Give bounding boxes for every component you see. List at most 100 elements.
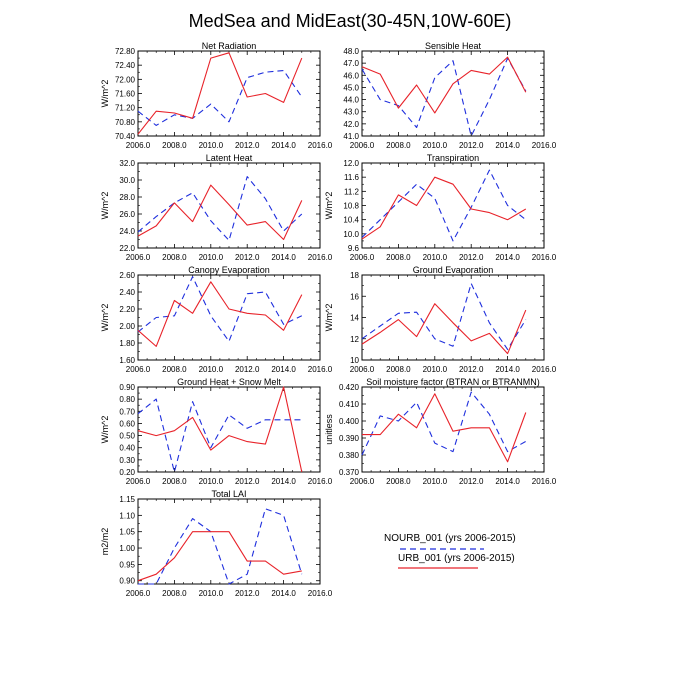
y-tick-label: 70.40 xyxy=(115,132,136,141)
y-tick-label: 22.0 xyxy=(119,244,135,253)
y-tick-label: 41.0 xyxy=(343,132,359,141)
x-tick-label: 2010.0 xyxy=(199,141,224,150)
y-axis-label: unitless xyxy=(324,414,334,445)
y-tick-label: 42.0 xyxy=(343,120,359,129)
y-tick-label: 72.00 xyxy=(115,75,136,84)
x-tick-label: 2014.0 xyxy=(495,253,520,262)
panel-title: Latent Heat xyxy=(206,153,253,163)
x-tick-label: 2016.0 xyxy=(308,477,333,486)
y-axis-label: W/m^2 xyxy=(324,192,334,220)
y-tick-label: 47.0 xyxy=(343,59,359,68)
panel-title: Canopy Evaporation xyxy=(188,265,270,275)
x-tick-label: 2016.0 xyxy=(532,141,557,150)
y-axis-label: W/m^2 xyxy=(100,304,110,332)
y-tick-label: 71.20 xyxy=(115,104,136,113)
x-tick-label: 2016.0 xyxy=(532,253,557,262)
series-line-urb-001 xyxy=(362,393,527,463)
y-tick-label: 14 xyxy=(350,314,359,323)
y-tick-label: 28.0 xyxy=(119,193,135,202)
series-line-urb-001 xyxy=(137,386,303,473)
x-tick-label: 2014.0 xyxy=(495,141,520,150)
panel-5: Canopy Evaporation W/m^2 1.60 1.80 2.00 2.20 2… xyxy=(100,265,333,374)
y-tick-label: 12 xyxy=(350,335,359,344)
y-tick-label: 71.60 xyxy=(115,90,136,99)
x-tick-label: 2012.0 xyxy=(459,365,484,374)
y-tick-label: 70.80 xyxy=(115,118,136,127)
series-line-urb-001 xyxy=(137,281,303,347)
x-tick-label: 2012.0 xyxy=(459,477,484,486)
y-tick-label: 10.4 xyxy=(343,216,359,225)
x-tick-label: 2010.0 xyxy=(199,253,224,262)
x-tick-label: 2010.0 xyxy=(199,477,224,486)
y-tick-label: 0.390 xyxy=(339,434,360,443)
x-tick-label: 2006.0 xyxy=(350,477,375,486)
y-tick-label: 10.8 xyxy=(343,202,359,211)
y-tick-label: 0.420 xyxy=(339,383,360,392)
y-tick-label: 1.15 xyxy=(119,495,135,504)
panel-7: Ground Heat + Snow Melt W/m^2 0.20 0.30 0.40… xyxy=(100,377,333,486)
y-tick-label: 10.0 xyxy=(343,230,359,239)
x-tick-label: 2008.0 xyxy=(162,477,187,486)
x-tick-label: 2014.0 xyxy=(271,589,296,598)
y-tick-label: 0.80 xyxy=(119,395,135,404)
y-tick-label: 26.0 xyxy=(119,210,135,219)
x-tick-label: 2010.0 xyxy=(199,365,224,374)
y-tick-label: 24.0 xyxy=(119,227,135,236)
y-tick-label: 10 xyxy=(350,356,359,365)
series-line-urb-001 xyxy=(361,176,527,240)
y-tick-label: 0.90 xyxy=(119,383,135,392)
y-tick-label: 32.0 xyxy=(119,159,135,168)
x-tick-label: 2012.0 xyxy=(459,141,484,150)
series-line-nourb-001 xyxy=(361,391,527,456)
figure-title: MedSea and MidEast(30-45N,10W-60E) xyxy=(189,11,512,31)
x-tick-label: 2012.0 xyxy=(235,365,260,374)
x-tick-label: 2006.0 xyxy=(350,141,375,150)
series-line-nourb-001 xyxy=(137,69,303,126)
y-tick-label: 0.95 xyxy=(119,560,135,569)
x-tick-label: 2012.0 xyxy=(235,477,260,486)
legend: NOURB_001 (yrs 2006-2015) URB_001 (yrs 2… xyxy=(384,533,516,569)
series-line-urb-001 xyxy=(137,184,303,241)
y-tick-label: 0.70 xyxy=(119,407,135,416)
y-tick-label: 18 xyxy=(350,271,359,280)
panel-title: Sensible Heat xyxy=(425,41,482,51)
x-tick-label: 2010.0 xyxy=(423,141,448,150)
y-tick-label: 11.2 xyxy=(344,187,360,196)
x-tick-label: 2006.0 xyxy=(126,365,151,374)
y-tick-label: 2.60 xyxy=(119,271,135,280)
y-tick-label: 11.6 xyxy=(344,173,360,182)
y-axis-label: m2/m2 xyxy=(100,528,110,556)
y-axis-label: W/m^2 xyxy=(100,192,110,220)
x-tick-label: 2014.0 xyxy=(271,477,296,486)
y-tick-label: 0.50 xyxy=(119,432,135,441)
y-tick-label: 44.0 xyxy=(343,96,359,105)
y-tick-label: 0.410 xyxy=(339,400,360,409)
x-tick-label: 2010.0 xyxy=(423,253,448,262)
x-tick-label: 2010.0 xyxy=(199,589,224,598)
series-line-urb-001 xyxy=(137,531,302,582)
panel-title: Net Radiation xyxy=(202,41,257,51)
panel-9: Total LAI m2/m2 0.90 0.95 1.00 1.05 1.10 1.15 20… xyxy=(100,489,333,598)
x-tick-label: 2014.0 xyxy=(271,365,296,374)
series-line-nourb-001 xyxy=(137,276,303,342)
y-tick-label: 2.20 xyxy=(119,305,135,314)
y-tick-label: 1.05 xyxy=(119,528,135,537)
x-tick-label: 2006.0 xyxy=(350,253,375,262)
panel-2: Sensible Heat 41.0 42.0 43.0 44.0 45.0 46.0 47.… xyxy=(343,41,556,150)
y-tick-label: 0.20 xyxy=(119,468,135,477)
y-axis-label: W/m^2 xyxy=(100,80,110,108)
panel-title: Ground Heat + Snow Melt xyxy=(177,377,281,387)
x-tick-label: 2010.0 xyxy=(423,365,448,374)
panel-title: Soil moisture factor (BTRAN or BTRANMN) xyxy=(366,377,540,387)
y-tick-label: 46.0 xyxy=(343,71,359,80)
y-tick-label: 0.30 xyxy=(119,456,135,465)
y-tick-label: 43.0 xyxy=(343,108,359,117)
y-tick-label: 0.60 xyxy=(119,419,135,428)
y-tick-label: 2.00 xyxy=(119,322,135,331)
panel-6: Ground Evaporation W/m^2 10 12 14 16 18 2006.0 2… xyxy=(324,265,557,374)
series-line-nourb-001 xyxy=(137,176,303,241)
y-tick-label: 2.40 xyxy=(119,288,135,297)
series-line-urb-001 xyxy=(361,303,527,355)
legend-label-nourb: NOURB_001 (yrs 2006-2015) xyxy=(384,533,516,544)
